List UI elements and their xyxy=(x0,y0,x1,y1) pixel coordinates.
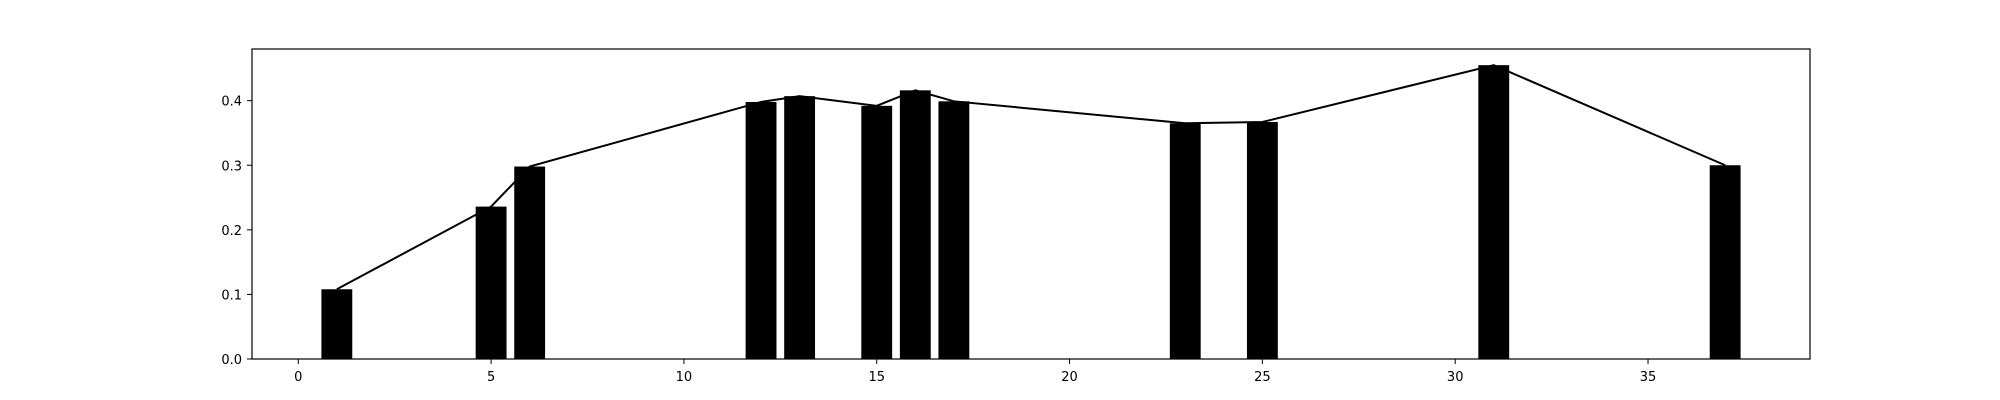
bar-23 xyxy=(1169,123,1201,360)
x-tick-label-5: 5 xyxy=(487,370,495,385)
bar-13 xyxy=(784,96,816,360)
bar-6 xyxy=(514,166,546,359)
series-line xyxy=(336,64,1726,291)
bar-12 xyxy=(745,101,777,360)
x-tick-label-25: 25 xyxy=(1254,370,1271,385)
y-tick-label-3: 0.3 xyxy=(221,159,242,174)
bar-17 xyxy=(938,101,970,359)
bar-16 xyxy=(899,90,931,359)
y-tick-label-0: 0.0 xyxy=(221,353,242,368)
bar-5 xyxy=(475,206,507,359)
x-tick-label-15: 15 xyxy=(868,370,885,385)
y-tick-label-2: 0.2 xyxy=(221,224,242,239)
bar-25 xyxy=(1246,121,1278,359)
bar-31 xyxy=(1478,65,1510,360)
x-tick-label-20: 20 xyxy=(1061,370,1078,385)
y-tick-label-1: 0.1 xyxy=(221,288,242,303)
axes-frame xyxy=(251,48,1811,360)
y-tick-label-4: 0.4 xyxy=(221,95,242,110)
bar-37 xyxy=(1709,165,1741,359)
bar-15 xyxy=(861,105,893,359)
plot-area: 0 5 10 15 20 25 30 35 0.0 0.1 0.2 0.3 0.4 xyxy=(221,48,1811,385)
bar-1 xyxy=(321,289,353,359)
x-tick-label-30: 30 xyxy=(1447,370,1464,385)
x-tick-label-0: 0 xyxy=(294,370,302,385)
x-tick-label-10: 10 xyxy=(676,370,693,385)
x-tick-label-35: 35 xyxy=(1640,370,1657,385)
